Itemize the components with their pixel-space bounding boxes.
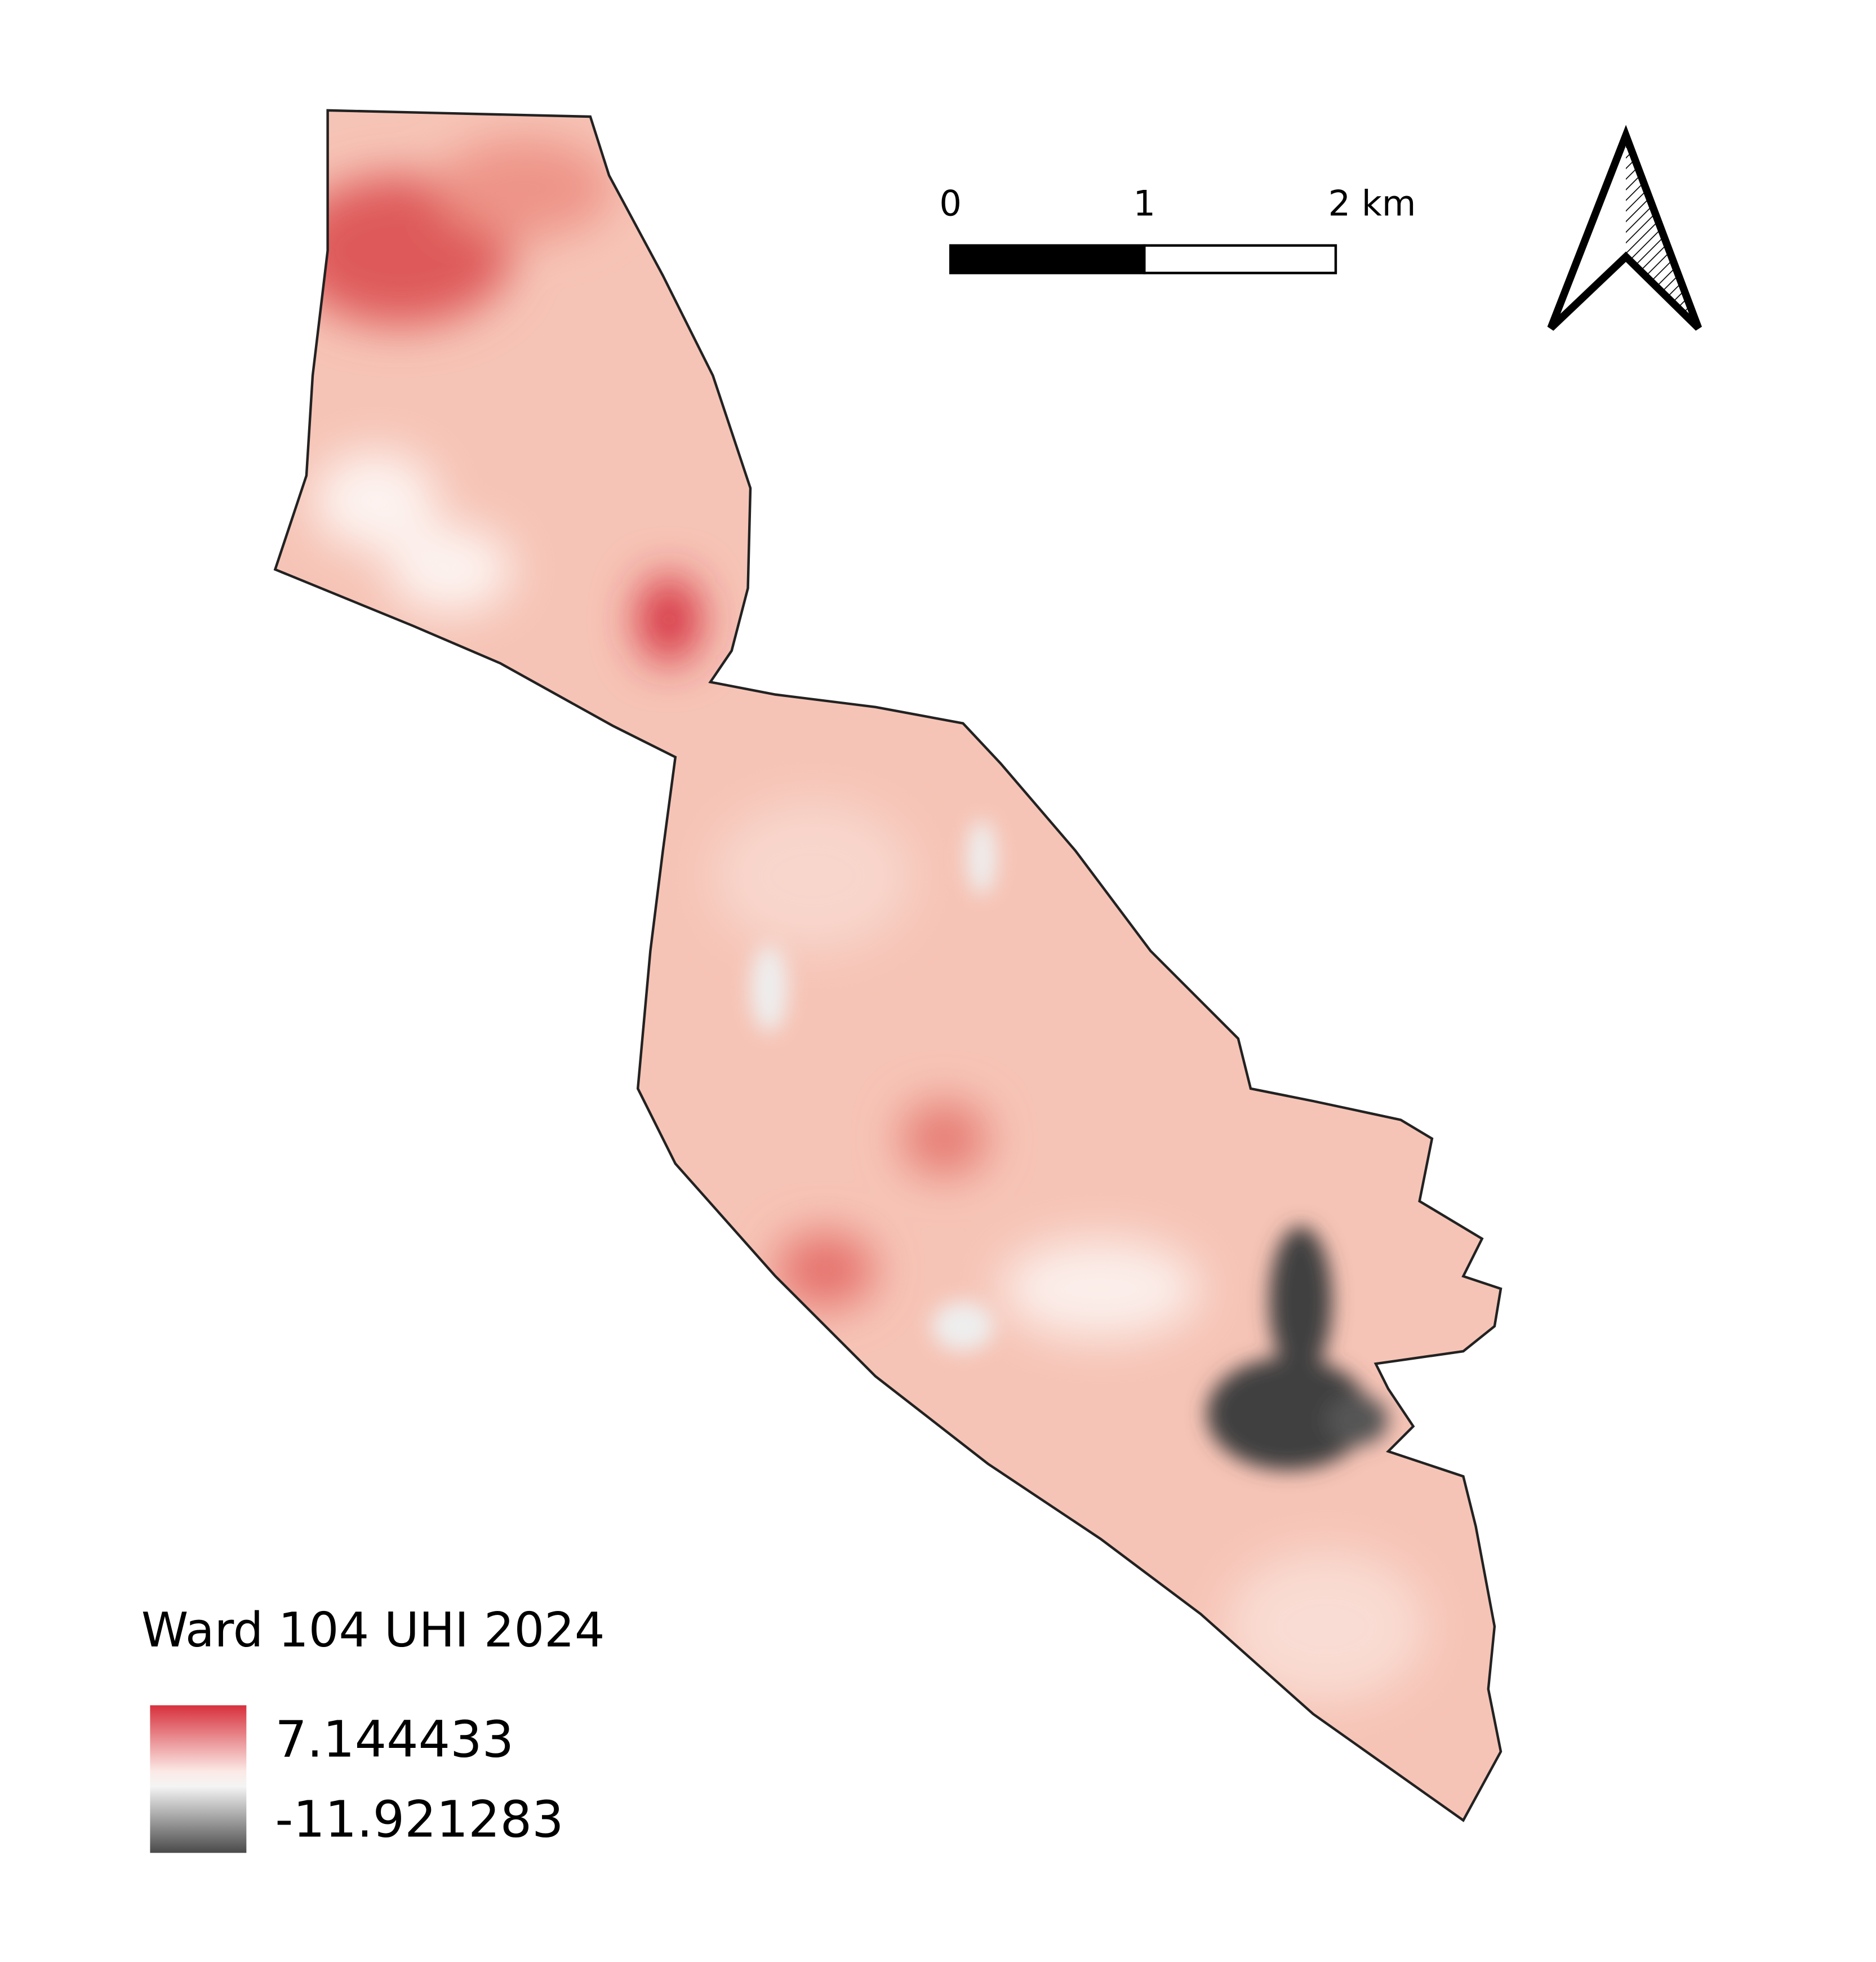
legend-max: 7.144433: [275, 1710, 514, 1768]
legend-min: -11.921283: [275, 1790, 563, 1848]
scale-segment: [1143, 244, 1337, 274]
legend: Ward 104 UHI 2024 7.144433 -11.921283: [141, 1603, 605, 1853]
scale-label: 0: [939, 183, 962, 224]
scale-segment: [949, 244, 1146, 274]
scale-bar: 0 1 2 km: [939, 183, 1416, 274]
legend-ramp: [150, 1705, 247, 1853]
scale-label: 2 km: [1328, 183, 1416, 224]
uhi-raster: [275, 110, 1501, 1821]
north-arrow: [1547, 125, 1702, 331]
scale-label: 1: [1133, 183, 1156, 224]
legend-title: Ward 104 UHI 2024: [141, 1603, 605, 1658]
